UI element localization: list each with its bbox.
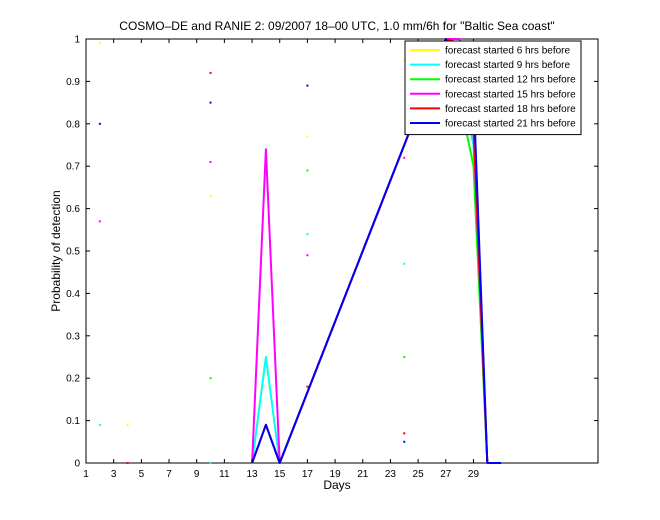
series-3-point-0: [98, 220, 101, 223]
series-3-point-3: [403, 156, 406, 159]
series-4-point-3: [403, 432, 406, 435]
series-5-point-1: [209, 101, 212, 104]
x-tick-label-7: 15: [274, 469, 286, 480]
legend: forecast started 6 hrs before forecast st…: [404, 40, 582, 136]
y-tick-label-6: 0.6: [66, 204, 80, 215]
x-tick-label-11: 23: [385, 469, 397, 480]
series-0-point-0: [98, 42, 101, 45]
legend-box: [404, 40, 582, 136]
y-tick-label-3: 0.3: [66, 331, 80, 342]
y-tick-label-4: 0.4: [66, 289, 80, 300]
legend-label-4: forecast started 18 hrs before: [445, 104, 576, 115]
y-tick-label-0: 0: [74, 459, 80, 470]
series-3-point-1: [209, 160, 212, 163]
series-1-point-0: [98, 423, 101, 426]
x-tick-label-8: 17: [302, 469, 314, 480]
series-1-point-1: [209, 462, 212, 464]
series-0-point-2: [209, 194, 212, 197]
x-tick-label-1: 3: [111, 469, 117, 480]
x-tick-label-13: 27: [440, 469, 452, 480]
x-axis-ticks: 1 3 5 7 9 11 13 15 17 19 21 23 25 27 29: [83, 39, 479, 480]
series-0-point-3: [306, 135, 309, 138]
x-tick-label-0: 1: [83, 469, 89, 480]
x-axis-label: Days: [323, 478, 350, 492]
x-tick-label-14: 29: [468, 469, 480, 480]
y-tick-label-1: 0.1: [66, 416, 80, 427]
y-axis-ticks: 0 0.1 0.2 0.3 0.4 0.5 0.6 0.7 0.8 0.9 1: [66, 35, 598, 470]
chart-title: COSMO–DE and RANIE 2: 09/2007 18–00 UTC,…: [119, 19, 554, 33]
series-0-point-4: [403, 59, 406, 62]
x-tick-label-12: 25: [413, 469, 425, 480]
y-tick-label-8: 0.8: [66, 119, 80, 130]
series-1-point-2: [306, 233, 309, 236]
series-2-point-1: [306, 169, 309, 172]
legend-label-2: forecast started 12 hrs before: [445, 75, 576, 86]
series-4-point-2: [306, 385, 309, 388]
y-tick-label-10: 1: [74, 35, 80, 46]
series-2-point-0: [209, 377, 212, 380]
x-tick-label-4: 9: [194, 469, 200, 480]
legend-label-3: forecast started 15 hrs before: [445, 89, 576, 100]
x-tick-label-9: 19: [330, 469, 342, 480]
legend-label-5: forecast started 21 hrs before: [445, 119, 576, 130]
series-0-point-1: [126, 423, 129, 426]
x-tick-label-3: 7: [166, 469, 172, 480]
series-2-point-2: [403, 356, 406, 358]
series-4-point-0: [126, 462, 129, 464]
legend-label-1: forecast started 9 hrs before: [445, 60, 571, 71]
y-tick-label-2: 0.2: [66, 374, 80, 385]
legend-label-0: forecast started 6 hrs before: [445, 46, 571, 57]
y-tick-label-9: 0.9: [66, 77, 80, 88]
series-5-point-3: [403, 440, 406, 443]
series-1-point-3: [403, 262, 406, 265]
y-tick-label-5: 0.5: [66, 247, 80, 258]
series-5-point-2: [306, 84, 309, 87]
series-3-point-2: [306, 254, 309, 257]
y-axis-label: Probability of detection: [49, 190, 63, 311]
series-4-point-1: [209, 71, 212, 74]
x-tick-label-10: 21: [357, 469, 369, 480]
x-tick-label-6: 13: [246, 469, 258, 480]
series-5-point-0: [98, 122, 101, 125]
y-tick-label-7: 0.7: [66, 162, 80, 173]
x-tick-label-2: 5: [139, 469, 145, 480]
x-tick-label-5: 11: [219, 469, 230, 480]
